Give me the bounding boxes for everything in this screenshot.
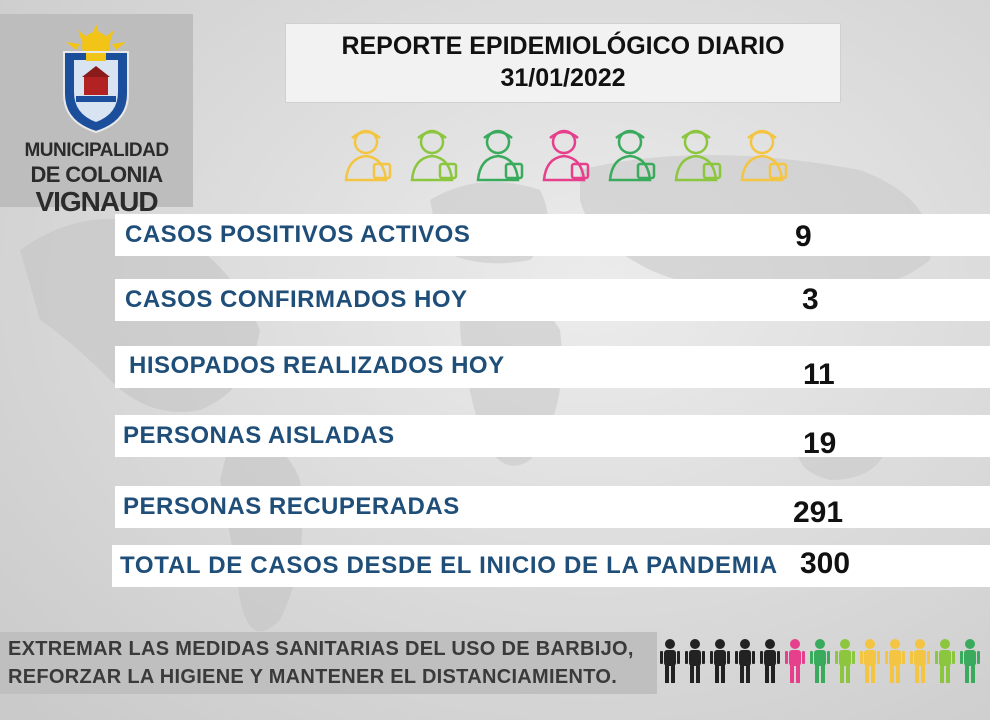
person-icon	[785, 639, 805, 683]
stat-value: 300	[800, 547, 851, 580]
municipality-logo: MUNICIPALIDAD DE COLONIA VIGNAUD	[0, 14, 193, 217]
stat-label: CASOS POSITIVOS ACTIVOS	[125, 221, 471, 248]
person-icon	[935, 639, 955, 683]
stat-label: PERSONAS AISLADAS	[123, 422, 395, 449]
footer-line2: REFORZAR LA HIGIENE Y MANTENER EL DISTAN…	[8, 666, 618, 688]
cleaner-icon	[674, 129, 722, 182]
stat-value: 11	[803, 358, 835, 391]
footer-line1: EXTREMAR LAS MEDIDAS SANITARIAS DEL USO …	[8, 638, 634, 660]
stat-value: 3	[802, 283, 819, 316]
stat-label: TOTAL DE CASOS DESDE EL INICIO DE LA PAN…	[120, 552, 778, 579]
person-icon	[810, 639, 830, 683]
person-icon	[860, 639, 880, 683]
stat-row-total-cases: TOTAL DE CASOS DESDE EL INICIO DE LA PAN…	[112, 545, 990, 587]
delivery-worker-icon	[608, 129, 656, 182]
stat-value: 19	[803, 427, 837, 460]
doctor-icon	[410, 129, 458, 182]
person-icon	[660, 639, 680, 683]
stat-label: CASOS CONFIRMADOS HOY	[125, 286, 468, 313]
person-icon	[710, 639, 730, 683]
person-icon	[835, 639, 855, 683]
businessman-icon	[344, 129, 392, 182]
firefighter-icon	[740, 129, 788, 182]
person-icon	[910, 639, 930, 683]
municipality-name-line1: MUNICIPALIDAD	[24, 140, 169, 161]
stat-row-recovered: PERSONAS RECUPERADAS 291	[115, 486, 990, 529]
municipality-name-line3: VIGNAUD	[35, 186, 158, 217]
workers-icon-row	[344, 129, 788, 182]
people-icon-row	[660, 639, 980, 683]
footer-message: EXTREMAR LAS MEDIDAS SANITARIAS DEL USO …	[0, 632, 657, 694]
person-icon	[735, 639, 755, 683]
report-date: 31/01/2022	[500, 64, 626, 92]
municipality-name-line2: DE COLONIA	[30, 162, 163, 187]
person-icon	[960, 639, 980, 683]
person-icon	[885, 639, 905, 683]
stat-row-confirmed-today: CASOS CONFIRMADOS HOY 3	[115, 279, 990, 321]
stat-label: HISOPADOS REALIZADOS HOY	[129, 352, 505, 379]
person-icon	[685, 639, 705, 683]
stat-row-active-cases: CASOS POSITIVOS ACTIVOS 9	[115, 214, 990, 256]
builder-icon	[476, 129, 524, 182]
stat-value: 291	[793, 496, 844, 529]
pharmacist-icon	[542, 129, 590, 182]
report-title: REPORTE EPIDEMIOLÓGICO DIARIO	[341, 32, 785, 60]
stat-row-swabs-today: HISOPADOS REALIZADOS HOY 11	[115, 346, 990, 391]
report-header: REPORTE EPIDEMIOLÓGICO DIARIO 31/01/2022	[285, 23, 841, 103]
stat-value: 9	[795, 220, 812, 253]
person-icon	[760, 639, 780, 683]
stat-row-isolated: PERSONAS AISLADAS 19	[115, 415, 990, 460]
stat-label: PERSONAS RECUPERADAS	[123, 493, 460, 520]
coat-of-arms-icon	[63, 24, 129, 134]
